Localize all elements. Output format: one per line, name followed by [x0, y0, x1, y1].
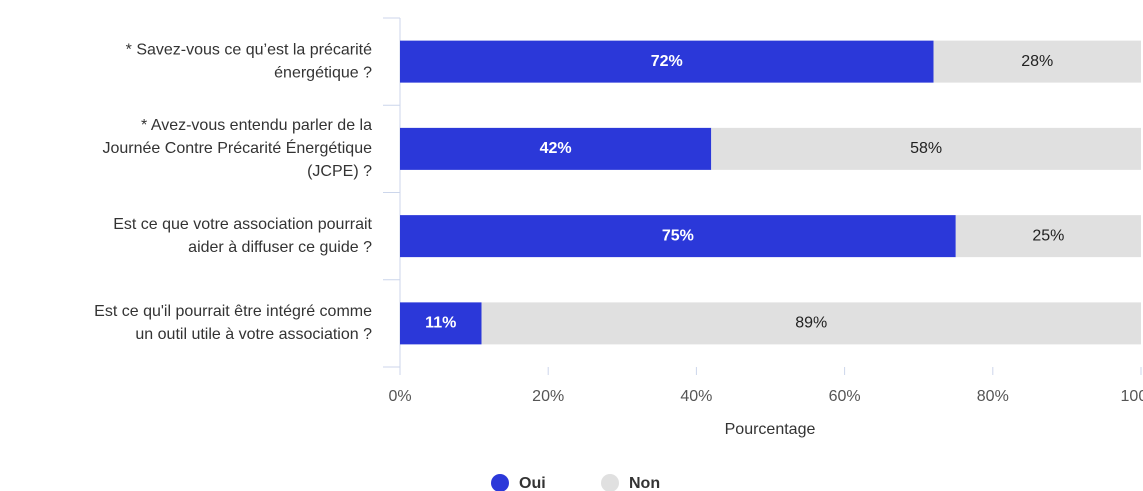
bar-segment	[933, 40, 1141, 83]
x-tick-label: 80%	[977, 388, 1009, 405]
bar-segment	[400, 127, 712, 170]
data-label: 75%	[662, 227, 694, 244]
bar-segment	[400, 40, 934, 83]
bar-segment	[711, 127, 1141, 170]
y-tick-label: * Savez-vous ce qu’est la précarité	[126, 41, 372, 58]
data-label: 89%	[795, 315, 827, 332]
y-tick-label: Est ce qu'il pourrait être intégré comme	[94, 303, 372, 320]
x-tick-label: 100%	[1121, 388, 1143, 405]
bar-segment	[400, 302, 482, 345]
data-label: 58%	[910, 140, 942, 157]
x-tick-label: 60%	[829, 388, 861, 405]
y-tick-label: Journée Contre Précarité Énergétique	[103, 138, 373, 157]
y-tick-label: * Avez-vous entendu parler de la	[141, 117, 372, 134]
x-tick-label: 20%	[532, 388, 564, 405]
x-tick-label: 40%	[680, 388, 712, 405]
x-axis-label: Pourcentage	[725, 421, 816, 438]
bar-segment	[481, 302, 1141, 345]
legend-label: Non	[629, 475, 660, 491]
data-label: 25%	[1032, 227, 1064, 244]
data-label: 11%	[425, 315, 456, 332]
bar-segment	[955, 215, 1141, 258]
y-tick-label: un outil utile à votre association ?	[135, 326, 372, 343]
legend-label: Oui	[519, 475, 546, 491]
y-tick-label: Est ce que votre association pourrait	[113, 216, 372, 233]
y-tick-label: (JCPE) ?	[307, 163, 372, 180]
data-label: 28%	[1021, 53, 1053, 70]
data-label: 72%	[651, 53, 683, 70]
legend-marker	[491, 474, 509, 491]
data-label: 42%	[540, 140, 572, 157]
y-tick-label: énergétique ?	[274, 64, 372, 81]
bar-segment	[400, 215, 956, 258]
legend-marker	[601, 474, 619, 491]
x-tick-label: 0%	[388, 388, 411, 405]
y-tick-label: aider à diffuser ce guide ?	[188, 239, 372, 256]
